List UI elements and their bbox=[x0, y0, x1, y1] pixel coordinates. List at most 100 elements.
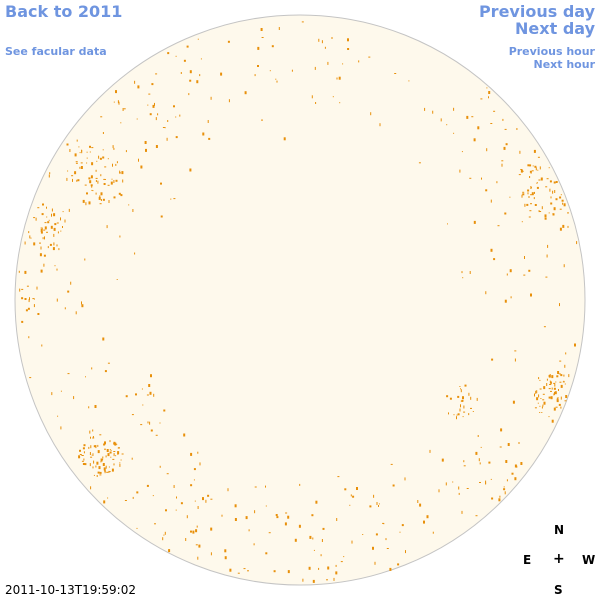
facular-speck bbox=[488, 91, 491, 94]
facular-speck bbox=[190, 484, 193, 487]
facular-speck bbox=[469, 177, 472, 179]
facular-speck bbox=[299, 483, 301, 486]
facular-speck bbox=[66, 143, 69, 146]
facular-speck bbox=[347, 38, 349, 42]
facular-speck bbox=[462, 416, 464, 418]
facular-speck bbox=[273, 570, 276, 573]
facular-speck bbox=[344, 488, 347, 491]
facular-speck bbox=[518, 174, 521, 176]
facular-speck bbox=[72, 178, 73, 182]
facular-speck bbox=[461, 151, 463, 153]
facular-speck bbox=[351, 540, 353, 544]
facular-speck bbox=[530, 172, 532, 174]
facular-speck bbox=[103, 183, 106, 185]
facular-speck bbox=[243, 568, 246, 570]
facular-speck bbox=[141, 388, 143, 390]
facular-speck bbox=[21, 288, 24, 290]
facular-speck bbox=[207, 494, 210, 497]
facular-speck bbox=[532, 165, 534, 167]
next-hour-link[interactable]: Next hour bbox=[533, 58, 596, 71]
facular-speck bbox=[563, 203, 566, 207]
facular-speck bbox=[315, 500, 318, 504]
facular-speck bbox=[464, 384, 467, 387]
facular-speck bbox=[64, 219, 66, 223]
facular-speck bbox=[52, 247, 55, 251]
facular-speck bbox=[480, 98, 483, 100]
facular-speck bbox=[490, 248, 493, 252]
facular-speck bbox=[229, 568, 232, 572]
facular-speck bbox=[36, 286, 38, 290]
facular-speck bbox=[109, 451, 112, 454]
facular-speck bbox=[375, 533, 378, 536]
facular-speck bbox=[136, 118, 138, 120]
next-day-link[interactable]: Next day bbox=[515, 19, 595, 38]
facular-speck bbox=[193, 468, 196, 471]
facular-speck bbox=[84, 184, 87, 186]
facular-speck bbox=[104, 370, 107, 373]
facular-speck bbox=[339, 102, 341, 104]
facular-speck bbox=[100, 458, 103, 462]
facular-speck bbox=[39, 253, 42, 257]
facular-speck bbox=[459, 408, 461, 412]
see-facular-data-link[interactable]: See facular data bbox=[5, 45, 107, 58]
facular-speck bbox=[107, 158, 109, 160]
facular-speck bbox=[37, 313, 40, 315]
facular-speck bbox=[84, 258, 86, 261]
facular-speck bbox=[104, 471, 106, 474]
facular-speck bbox=[104, 166, 107, 168]
facular-speck bbox=[559, 381, 562, 383]
facular-speck bbox=[113, 451, 116, 452]
facular-speck bbox=[527, 189, 530, 192]
facular-speck bbox=[28, 231, 30, 234]
facular-speck bbox=[91, 185, 93, 188]
facular-speck bbox=[117, 100, 119, 104]
facular-speck bbox=[426, 515, 429, 519]
facular-speck bbox=[73, 396, 75, 400]
facular-speck bbox=[452, 481, 454, 483]
facular-speck bbox=[60, 426, 62, 430]
facular-speck bbox=[504, 299, 507, 303]
facular-speck bbox=[210, 527, 213, 531]
facular-speck bbox=[122, 179, 124, 183]
facular-speck bbox=[453, 414, 455, 416]
facular-speck bbox=[399, 531, 401, 533]
facular-speck bbox=[41, 213, 44, 216]
facular-speck bbox=[520, 462, 523, 465]
facular-speck bbox=[549, 380, 551, 382]
facular-speck bbox=[549, 188, 551, 192]
facular-speck bbox=[146, 484, 149, 487]
facular-speck bbox=[54, 223, 57, 226]
back-to-year-link[interactable]: Back to 2011 bbox=[5, 2, 123, 21]
facular-speck bbox=[116, 161, 118, 164]
facular-speck bbox=[389, 567, 392, 571]
facular-speck bbox=[555, 381, 557, 383]
facular-speck bbox=[441, 458, 444, 462]
facular-speck bbox=[183, 59, 186, 62]
previous-day-link[interactable]: Previous day bbox=[478, 2, 595, 21]
facular-speck bbox=[560, 384, 563, 388]
facular-speck bbox=[53, 233, 55, 237]
previous-hour-link[interactable]: Previous hour bbox=[508, 45, 595, 58]
facular-speck bbox=[86, 151, 88, 153]
facular-speck bbox=[189, 168, 192, 172]
facular-speck bbox=[119, 462, 121, 464]
facular-speck bbox=[76, 139, 78, 142]
facular-speck bbox=[503, 488, 506, 491]
facular-speck bbox=[475, 451, 478, 455]
facular-speck bbox=[542, 393, 545, 395]
facular-speck bbox=[261, 37, 264, 38]
facular-speck bbox=[115, 455, 117, 457]
facular-speck bbox=[91, 454, 94, 456]
facular-speck bbox=[53, 213, 56, 217]
facular-speck bbox=[28, 299, 30, 303]
facular-speck bbox=[175, 55, 177, 57]
facular-speck bbox=[555, 181, 558, 183]
facular-speck bbox=[574, 343, 576, 347]
facular-speck bbox=[107, 184, 110, 186]
facular-speck bbox=[145, 148, 147, 152]
facular-speck bbox=[207, 120, 209, 123]
compass-west-label: W bbox=[582, 553, 596, 567]
facular-speck bbox=[378, 503, 380, 505]
facular-speck bbox=[542, 399, 545, 401]
facular-speck bbox=[95, 465, 97, 468]
